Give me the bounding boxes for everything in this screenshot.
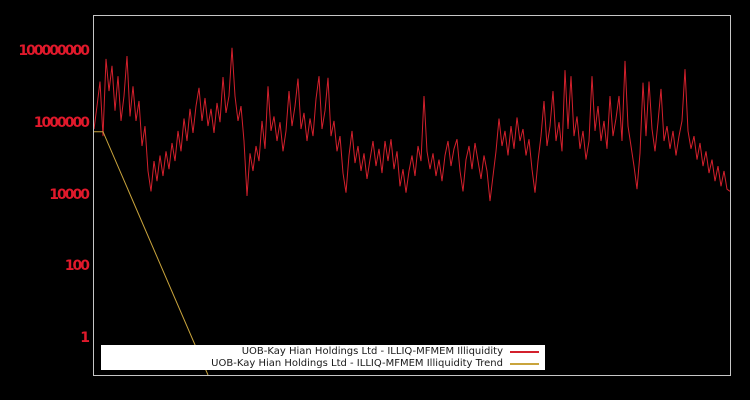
y-tick-label: 100 <box>64 258 90 275</box>
y-tick-label: 1000000 <box>33 114 90 131</box>
legend-label: UOB-Kay Hian Holdings Ltd - ILLIQ-MFMEM … <box>241 345 503 357</box>
plot-canvas <box>94 47 730 375</box>
y-tick-label: 100000000 <box>18 42 90 59</box>
series-line-illiquidity <box>94 47 730 202</box>
series-line-trend <box>94 131 209 375</box>
legend-label: UOB-Kay Hian Holdings Ltd - ILLIQ-MFMEM … <box>211 357 503 369</box>
y-tick-label: 10000 <box>49 186 90 203</box>
y-tick-label: 1 <box>80 330 90 347</box>
plot-area <box>93 15 731 376</box>
legend-row: UOB-Kay Hian Holdings Ltd - ILLIQ-MFMEM … <box>101 358 545 370</box>
legend-row: UOB-Kay Hian Holdings Ltd - ILLIQ-MFMEM … <box>101 346 545 358</box>
legend: UOB-Kay Hian Holdings Ltd - ILLIQ-MFMEM … <box>101 345 545 370</box>
legend-line-sample <box>510 350 539 353</box>
legend-line-sample <box>510 362 539 365</box>
